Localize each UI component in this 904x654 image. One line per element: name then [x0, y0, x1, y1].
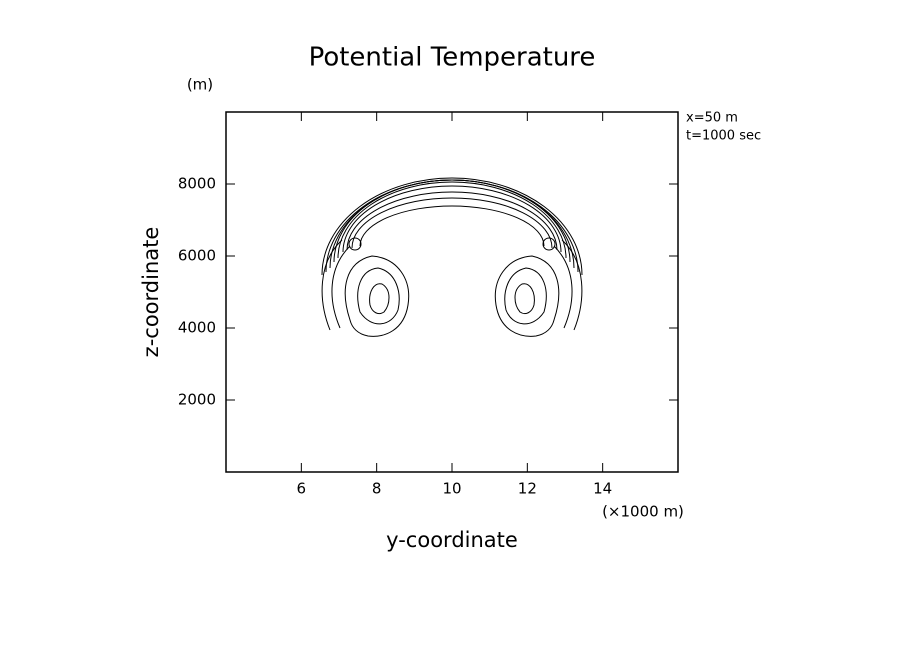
contour-line [337, 181, 567, 259]
x-tick-label: 6 [297, 480, 307, 498]
contour-line [344, 255, 410, 337]
annotation: t=1000 sec [686, 129, 761, 144]
contour-line [321, 239, 343, 331]
contour-line [514, 283, 535, 315]
y-tick-label: 8000 [178, 175, 216, 193]
contour-line [333, 179, 571, 263]
contour-line [348, 237, 362, 251]
contour-line [342, 185, 562, 253]
y-tick-label: 4000 [178, 319, 216, 337]
contours [321, 177, 583, 337]
y-tick-label: 2000 [178, 391, 216, 409]
x-unit: (×1000 m) [602, 503, 684, 521]
x-tick-label: 14 [593, 480, 612, 498]
contour-line [369, 283, 390, 315]
contour-line [331, 245, 351, 329]
contour-line [494, 255, 560, 337]
x-axis-label: y-coordinate [386, 528, 518, 552]
contour-line [351, 197, 553, 249]
plot-frame [225, 111, 679, 473]
x-tick-label: 12 [518, 480, 537, 498]
contour-line [504, 267, 547, 325]
x-tick-label: 10 [442, 480, 461, 498]
contour-line [553, 245, 573, 329]
chart-title: Potential Temperature [309, 43, 596, 73]
contour-line [346, 191, 558, 251]
y-unit: (m) [187, 76, 213, 94]
contour-line [321, 177, 583, 276]
contour-line [357, 267, 400, 325]
annotation: x=50 m [686, 111, 738, 126]
contour-line [561, 239, 583, 331]
contour-line [542, 237, 556, 251]
y-tick-label: 6000 [178, 247, 216, 265]
contour-line [329, 179, 575, 269]
contour-line [359, 205, 545, 247]
y-axis-label: z-coordinate [139, 227, 163, 358]
x-tick-label: 8 [372, 480, 382, 498]
